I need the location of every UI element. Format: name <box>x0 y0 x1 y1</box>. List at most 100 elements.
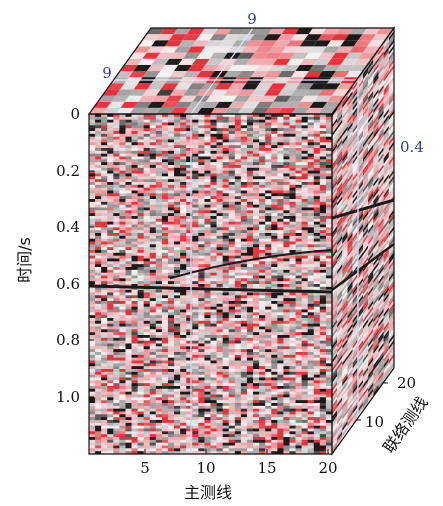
front-trace-cell <box>246 221 254 225</box>
front-trace-cell <box>222 400 230 404</box>
front-trace-cell <box>271 233 278 237</box>
front-trace-cell <box>319 258 327 262</box>
front-trace-cell <box>301 145 309 149</box>
front-trace-cell <box>131 360 139 364</box>
front-trace-cell <box>234 119 242 123</box>
front-trace-cell <box>313 221 321 225</box>
front-trace-cell <box>149 431 157 435</box>
front-trace-cell <box>131 417 139 421</box>
front-trace-cell <box>253 184 260 189</box>
front-trace-cell <box>277 295 284 299</box>
front-trace-cell <box>198 417 205 421</box>
front-trace-cell <box>95 397 102 401</box>
front-trace-cell <box>289 235 296 240</box>
front-trace-cell <box>167 199 175 203</box>
front-trace-cell <box>313 142 321 146</box>
front-trace-cell <box>265 182 272 186</box>
front-trace-cell <box>234 380 242 384</box>
front-trace-cell <box>271 247 278 251</box>
front-trace-cell <box>113 383 120 387</box>
front-trace-cell <box>301 131 309 135</box>
front-trace-cell <box>143 145 151 149</box>
front-trace-cell <box>161 284 169 288</box>
front-trace-cell <box>246 340 254 344</box>
front-trace-cell <box>259 363 266 367</box>
front-trace-cell <box>216 136 224 140</box>
front-trace-cell <box>107 335 114 339</box>
front-trace-cell <box>119 119 126 123</box>
front-trace-cell <box>253 133 260 138</box>
front-trace-cell <box>222 397 230 401</box>
front-trace-cell <box>283 281 290 285</box>
front-trace-cell <box>277 335 284 339</box>
front-trace-cell <box>167 216 175 220</box>
front-trace-cell <box>210 292 217 296</box>
front-trace-cell <box>167 227 175 231</box>
front-trace-cell <box>149 295 157 299</box>
front-trace-cell <box>101 340 108 344</box>
front-trace-cell <box>101 303 108 308</box>
front-trace-cell <box>155 173 163 177</box>
front-trace-cell <box>89 397 96 401</box>
front-trace-cell <box>259 349 266 353</box>
front-trace-cell <box>204 437 211 441</box>
front-trace-cell <box>161 125 169 129</box>
front-trace-cell <box>155 431 163 435</box>
front-trace-cell <box>313 442 321 446</box>
front-trace-cell <box>216 326 224 330</box>
front-trace-cell <box>119 326 126 330</box>
top-slice-cell <box>272 58 291 65</box>
front-trace-cell <box>204 309 211 313</box>
front-trace-cell <box>295 216 303 220</box>
front-trace-cell <box>131 442 139 446</box>
front-trace-cell <box>307 420 315 424</box>
front-trace-cell <box>174 170 181 174</box>
front-trace-cell <box>234 182 242 186</box>
front-trace-cell <box>210 244 217 248</box>
front-trace-cell <box>265 346 272 350</box>
front-trace-cell <box>307 335 315 339</box>
front-trace-cell <box>180 315 187 319</box>
front-trace-cell <box>137 261 145 265</box>
front-trace-cell <box>216 397 224 401</box>
top-slice-cell <box>214 46 233 53</box>
front-trace-cell <box>325 227 332 231</box>
front-trace-cell <box>167 354 175 359</box>
front-trace-cell <box>186 380 193 384</box>
front-trace-cell <box>240 383 248 387</box>
front-trace-cell <box>161 275 169 279</box>
front-trace-cell <box>186 139 193 143</box>
top-slice-cell <box>223 52 242 59</box>
front-trace-cell <box>271 340 278 344</box>
front-trace-cell <box>149 278 157 282</box>
front-trace-cell <box>149 380 157 384</box>
front-trace-cell <box>161 377 169 381</box>
front-trace-cell <box>125 264 132 268</box>
front-trace-cell <box>167 142 175 146</box>
front-trace-cell <box>234 116 242 121</box>
front-trace-cell <box>119 275 126 279</box>
front-trace-cell <box>240 261 248 265</box>
front-trace-cell <box>198 230 205 234</box>
front-trace-cell <box>186 309 193 313</box>
front-trace-cell <box>161 184 169 189</box>
front-trace-cell <box>313 315 321 319</box>
top-slice-cell <box>151 40 170 47</box>
front-trace-cell <box>307 247 315 251</box>
front-trace-cell <box>180 267 187 271</box>
front-trace-cell <box>167 235 175 240</box>
front-trace-cell <box>113 422 120 427</box>
front-trace-cell <box>143 315 151 319</box>
front-trace-cell <box>234 411 242 415</box>
front-trace-cell <box>210 386 217 390</box>
front-trace-cell <box>204 403 211 407</box>
front-trace-cell <box>259 252 266 257</box>
front-trace-cell <box>161 261 169 265</box>
front-trace-cell <box>325 167 332 172</box>
front-trace-cell <box>137 148 145 152</box>
front-trace-cell <box>180 451 187 454</box>
front-trace-cell <box>101 250 108 254</box>
front-trace-cell <box>186 122 193 126</box>
front-trace-cell <box>313 332 321 336</box>
front-trace-cell <box>95 320 102 325</box>
